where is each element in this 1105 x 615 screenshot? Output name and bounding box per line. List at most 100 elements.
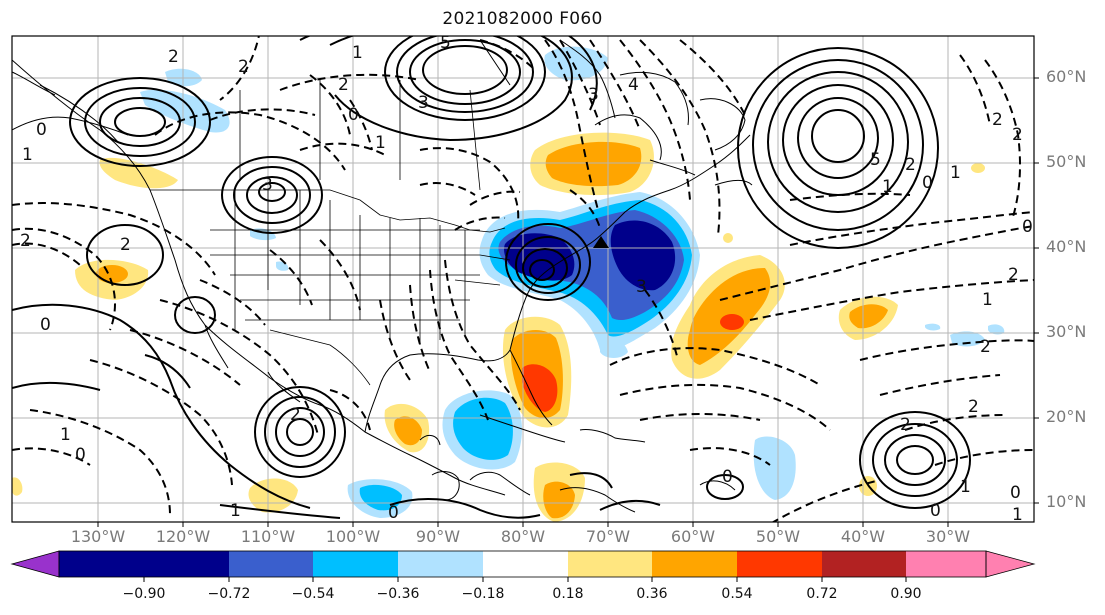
lon-label-50w: 50°W (755, 527, 801, 546)
colorbar-tick-label: 0.54 (721, 586, 753, 602)
colorbar-bin (483, 551, 568, 577)
negative-contours (12, 36, 1034, 522)
lat-label-60n: 60°N (1046, 67, 1087, 86)
lon-label-90w: 90°W (415, 527, 461, 546)
svg-text:2: 2 (900, 415, 911, 435)
svg-text:2: 2 (968, 397, 979, 417)
positive-anomaly-region (96, 265, 128, 283)
positive-anomaly-region (723, 233, 733, 243)
negative-anomaly-core (504, 233, 575, 281)
svg-text:2: 2 (1008, 265, 1019, 285)
lon-label-40w: 40°W (840, 527, 886, 546)
colorbar-extend-high (985, 550, 1036, 578)
lat-label-40n: 40°N (1046, 237, 1087, 256)
lon-label-30w: 30°W (925, 527, 971, 546)
svg-text:5: 5 (440, 33, 451, 53)
svg-text:2: 2 (120, 235, 131, 255)
colorbar-bin (906, 551, 986, 577)
positive-anomaly-region (971, 163, 985, 173)
colorbar-tick-label: −0.90 (122, 586, 166, 602)
svg-text:2: 2 (992, 110, 1003, 130)
lon-label-80w: 80°W (500, 527, 546, 546)
negative-anomaly-region (544, 46, 608, 81)
lat-ticks (1034, 77, 1039, 504)
svg-text:2: 2 (905, 155, 916, 175)
svg-text:2: 2 (980, 337, 991, 357)
colorbar-tick-label: −0.18 (461, 586, 505, 602)
positive-anomaly-region (543, 481, 575, 519)
storm-marker (593, 236, 609, 248)
svg-text:2: 2 (1012, 125, 1023, 145)
lat-label-10n: 10°N (1046, 492, 1087, 511)
svg-text:2: 2 (290, 405, 301, 425)
coastlines (12, 39, 753, 513)
colorbar-bin (144, 551, 229, 577)
svg-text:1: 1 (60, 425, 71, 445)
colorbar-tick-label: 0.72 (806, 586, 838, 602)
colorbar-bin (568, 551, 652, 577)
svg-text:2: 2 (238, 57, 249, 77)
svg-text:1: 1 (982, 290, 993, 310)
svg-text:0: 0 (1022, 217, 1033, 237)
positive-anomaly-region (12, 477, 23, 496)
svg-text:1: 1 (1012, 505, 1023, 525)
svg-text:3: 3 (418, 93, 429, 113)
colorbar-frame (58, 550, 987, 578)
lon-label-130w: 130°W (70, 527, 126, 546)
svg-text:1: 1 (230, 501, 241, 521)
positive-anomaly-core (720, 314, 744, 330)
colorbar-bin (652, 551, 737, 577)
svg-text:1: 1 (960, 477, 971, 497)
negative-anomaly-core (610, 220, 676, 291)
svg-text:5: 5 (870, 150, 881, 170)
negative-anomaly-region (753, 436, 796, 500)
positive-anomaly-core (522, 364, 558, 412)
colorbar-bin (822, 551, 906, 577)
colorbar (10, 550, 1036, 582)
colorbar-bin (398, 551, 483, 577)
colorbar-bin (737, 551, 822, 577)
lat-label-30n: 30°N (1046, 322, 1087, 341)
svg-text:3: 3 (262, 175, 273, 195)
lon-label-120w: 120°W (155, 527, 211, 546)
positive-anomaly-region (394, 416, 422, 446)
svg-text:0: 0 (930, 501, 941, 521)
colorbar-tick-label: −0.54 (291, 586, 335, 602)
negative-anomaly-region (140, 89, 230, 133)
lat-label-50n: 50°N (1046, 152, 1087, 171)
lon-ticks (97, 522, 949, 527)
anomaly-shading (12, 46, 1005, 522)
svg-text:2: 2 (20, 231, 31, 251)
colorbar-bin (59, 551, 144, 577)
lon-label-60w: 60°W (670, 527, 716, 546)
svg-text:1: 1 (950, 163, 961, 183)
svg-text:0: 0 (348, 105, 359, 125)
svg-text:0: 0 (722, 467, 733, 487)
colorbar-tick-label: −0.72 (207, 586, 251, 602)
positive-anomaly-region (545, 141, 642, 187)
contour-labels: 2 3 2 0 1 2 3 5 0 1 2 3 4 5 2 1 0 1 2 2 … (20, 33, 1033, 525)
svg-text:0: 0 (36, 120, 47, 140)
svg-text:2: 2 (168, 47, 179, 67)
positive-anomaly-region (849, 304, 888, 329)
colorbar-tick-label: 0.18 (552, 586, 584, 602)
lat-label-20n: 20°N (1046, 407, 1087, 426)
svg-text:1: 1 (352, 43, 363, 63)
svg-text:3: 3 (636, 277, 647, 297)
lon-label-70w: 70°W (585, 527, 631, 546)
colorbar-bin (313, 551, 398, 577)
svg-text:0: 0 (1010, 483, 1021, 503)
colorbar-tick-label: 0.36 (636, 586, 668, 602)
positive-anomaly-region (99, 157, 178, 189)
svg-text:4: 4 (628, 75, 639, 95)
svg-text:1: 1 (375, 133, 386, 153)
negative-anomaly-region (600, 338, 628, 358)
svg-text:0: 0 (922, 173, 933, 193)
colorbar-bin (229, 551, 313, 577)
map-title: 2021082000 F060 (442, 9, 603, 29)
svg-text:3: 3 (588, 85, 599, 105)
negative-anomaly-region (925, 323, 941, 331)
svg-text:1: 1 (882, 177, 893, 197)
svg-text:0: 0 (75, 445, 86, 465)
positive-contours (12, 36, 971, 519)
